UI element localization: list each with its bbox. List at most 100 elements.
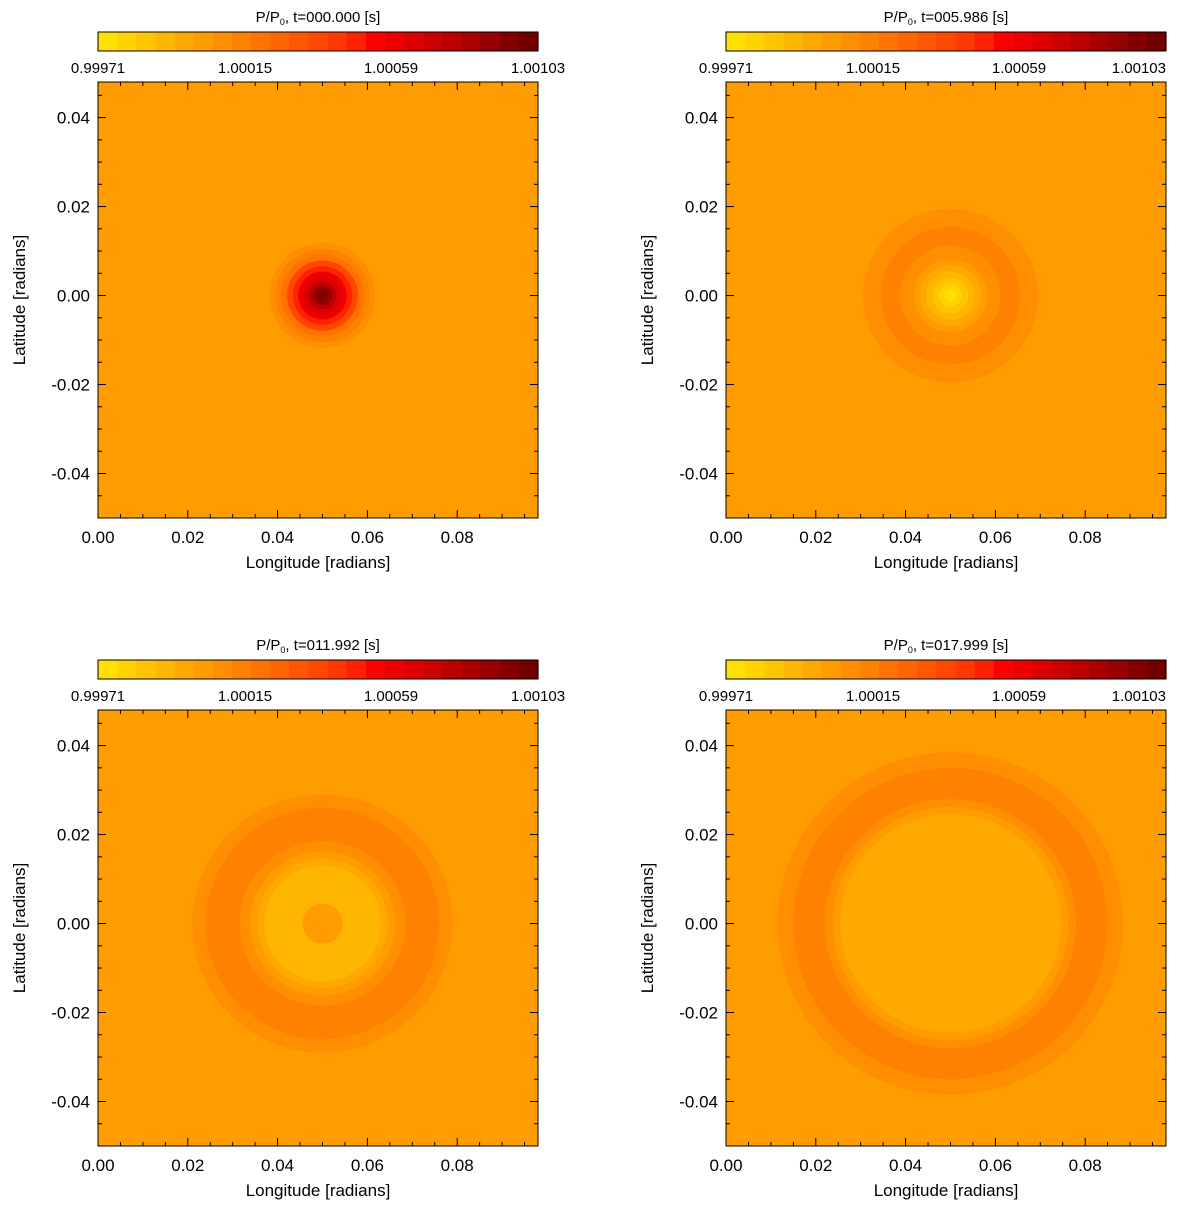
x-tick-label: 0.06 — [351, 1156, 384, 1175]
panel-2: P/P0, t=005.986 [s] 0.99971 1.00015 1.00… — [638, 9, 1167, 572]
y-tick-label: 0.04 — [57, 109, 90, 128]
x-axis-title: Longitude [radians] — [246, 553, 391, 572]
contour-ring — [840, 814, 1061, 1033]
colorbar-title: P/P0, t=000.000 [s] — [256, 9, 381, 27]
y-tick-label: -0.04 — [51, 465, 90, 484]
colorbar-frame — [725, 31, 1167, 52]
colorbar-swatch — [745, 660, 765, 679]
y-axis-title: Latitude [radians] — [10, 235, 29, 365]
x-tick-label: 0.04 — [261, 1156, 294, 1175]
colorbar-label-2: 1.00015 — [218, 688, 272, 705]
colorbar-swatch — [155, 32, 176, 51]
colorbar-swatch — [879, 32, 899, 51]
plot-frame — [725, 81, 1167, 519]
colorbar-swatch — [1012, 660, 1033, 679]
colorbar-swatch — [1146, 32, 1167, 51]
x-tick-label: 0.06 — [979, 1156, 1012, 1175]
colorbar-swatch — [117, 32, 137, 51]
colorbar-swatch — [251, 660, 271, 679]
colorbar-label-3: 1.00059 — [364, 60, 418, 77]
colorbar-swatch — [423, 32, 443, 51]
colorbar-swatch — [726, 660, 746, 679]
colorbar-swatch — [98, 32, 118, 51]
y-tick-label: 0.00 — [685, 287, 718, 306]
colorbar-swatch — [193, 32, 214, 51]
y-tick-label: 0.04 — [57, 737, 90, 756]
colorbar-swatch — [898, 32, 918, 51]
colorbar-label-max: 1.00103 — [1112, 60, 1166, 77]
colorbar-swatch — [193, 660, 214, 679]
x-tick-label: 0.04 — [261, 528, 294, 547]
colorbar-swatch — [764, 32, 784, 51]
colorbar-swatch — [480, 32, 501, 51]
colorbar-label-max: 1.00103 — [1112, 688, 1166, 705]
colorbar-swatch — [346, 660, 367, 679]
colorbar-swatch — [936, 660, 957, 679]
colorbar-swatch — [993, 32, 1014, 51]
colorbar-swatch — [442, 32, 463, 51]
y-axis-title: Latitude [radians] — [638, 235, 657, 365]
colorbar-swatch — [898, 660, 918, 679]
title-suffix: , t=000.000 [s] — [285, 9, 381, 26]
colorbar-swatch — [1012, 32, 1033, 51]
colorbar-frame — [97, 659, 539, 680]
x-tick-label: 0.08 — [441, 528, 474, 547]
y-tick-label: -0.04 — [679, 1093, 718, 1112]
panel-1: P/P0, t=000.000 [s] 0.99971 1.00015 1.00… — [10, 9, 565, 572]
colorbar-swatch — [840, 660, 861, 679]
colorbar-swatch — [231, 32, 252, 51]
colorbar-swatch — [423, 660, 443, 679]
title-subscript: 0 — [908, 17, 913, 27]
colorbar-label-min: 0.99971 — [699, 60, 753, 77]
colorbar-swatch — [1051, 660, 1071, 679]
colorbar-swatch — [917, 32, 938, 51]
x-tick-label: 0.02 — [171, 528, 204, 547]
title-subscript: 0 — [908, 645, 913, 655]
colorbar-swatch — [1032, 32, 1052, 51]
colorbar-frame — [97, 31, 539, 52]
colorbar-swatch — [974, 32, 995, 51]
y-tick-label: -0.04 — [51, 1093, 90, 1112]
colorbar — [98, 32, 539, 51]
y-axis-title: Latitude [radians] — [638, 863, 657, 993]
y-tick-label: 0.02 — [685, 826, 718, 845]
colorbar-swatch — [1032, 660, 1052, 679]
panel-3: P/P0, t=011.992 [s] 0.99971 1.00015 1.00… — [10, 637, 565, 1200]
contour-ring — [944, 289, 957, 302]
colorbar-swatch — [1146, 660, 1167, 679]
colorbar-label-3: 1.00059 — [364, 688, 418, 705]
plot-frame — [97, 81, 539, 519]
colorbar-label-2: 1.00015 — [846, 60, 900, 77]
y-tick-label: -0.02 — [51, 376, 90, 395]
colorbar-swatch — [726, 32, 746, 51]
colorbar-swatch — [802, 32, 823, 51]
y-tick-label: 0.04 — [685, 109, 718, 128]
title-suffix: , t=011.992 [s] — [285, 637, 379, 654]
x-tick-label: 0.00 — [81, 528, 114, 547]
colorbar-swatch — [365, 32, 386, 51]
colorbar-swatch — [384, 660, 405, 679]
plot-frame — [725, 709, 1167, 1147]
colorbar-swatch — [859, 32, 880, 51]
colorbar-swatch — [1127, 32, 1148, 51]
colorbar-swatch — [155, 660, 176, 679]
colorbar-swatch — [974, 660, 995, 679]
x-tick-label: 0.02 — [799, 1156, 832, 1175]
colorbar-swatch — [251, 32, 271, 51]
x-axis-title: Longitude [radians] — [246, 1181, 391, 1200]
colorbar-swatch — [1108, 660, 1129, 679]
colorbar-frame — [725, 659, 1167, 680]
title-subscript: 0 — [280, 645, 285, 655]
title-prefix: P/P — [884, 9, 908, 26]
x-tick-label: 0.06 — [979, 528, 1012, 547]
panel-4: P/P0, t=017.999 [s] 0.99971 1.00015 1.00… — [638, 637, 1167, 1200]
contour-ring — [317, 290, 328, 301]
colorbar-swatch — [955, 660, 976, 679]
colorbar-swatch — [917, 660, 938, 679]
colorbar-swatch — [1127, 660, 1148, 679]
colorbar-title: P/P0, t=017.999 [s] — [884, 637, 1009, 655]
x-tick-label: 0.08 — [1069, 1156, 1102, 1175]
colorbar — [726, 660, 1167, 679]
colorbar-swatch — [821, 660, 842, 679]
